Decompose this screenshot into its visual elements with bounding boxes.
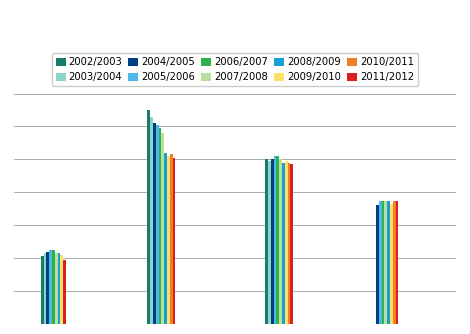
Bar — [276, 156, 279, 324]
Bar — [382, 200, 384, 324]
Bar — [396, 200, 398, 324]
Bar — [164, 153, 167, 324]
Bar — [156, 125, 158, 324]
Legend: 2002/2003, 2003/2004, 2004/2005, 2005/2006, 2006/2007, 2007/2008, 2008/2009, 200: 2002/2003, 2003/2004, 2004/2005, 2005/20… — [52, 53, 418, 86]
Bar — [390, 204, 393, 324]
Bar — [282, 163, 285, 324]
Bar — [150, 117, 153, 324]
Bar — [265, 159, 268, 324]
Bar — [274, 156, 276, 324]
Bar — [58, 253, 60, 324]
Bar — [153, 123, 156, 324]
Bar — [158, 128, 161, 324]
Bar — [271, 159, 274, 324]
Bar — [393, 200, 396, 324]
Bar — [384, 200, 387, 324]
Bar — [47, 252, 49, 324]
Bar — [285, 161, 288, 324]
Bar — [148, 110, 150, 324]
Bar — [376, 205, 379, 324]
Bar — [172, 158, 175, 324]
Bar — [268, 161, 271, 324]
Bar — [161, 133, 164, 324]
Bar — [170, 154, 172, 324]
Bar — [61, 255, 63, 324]
Bar — [279, 159, 282, 324]
Bar — [379, 200, 382, 324]
Bar — [44, 253, 47, 324]
Bar — [63, 260, 66, 324]
Bar — [41, 257, 44, 324]
Bar — [387, 200, 390, 324]
Bar — [52, 250, 55, 324]
Bar — [290, 164, 293, 324]
Bar — [49, 250, 52, 324]
Bar — [288, 163, 290, 324]
Bar — [167, 156, 170, 324]
Bar — [55, 253, 57, 324]
